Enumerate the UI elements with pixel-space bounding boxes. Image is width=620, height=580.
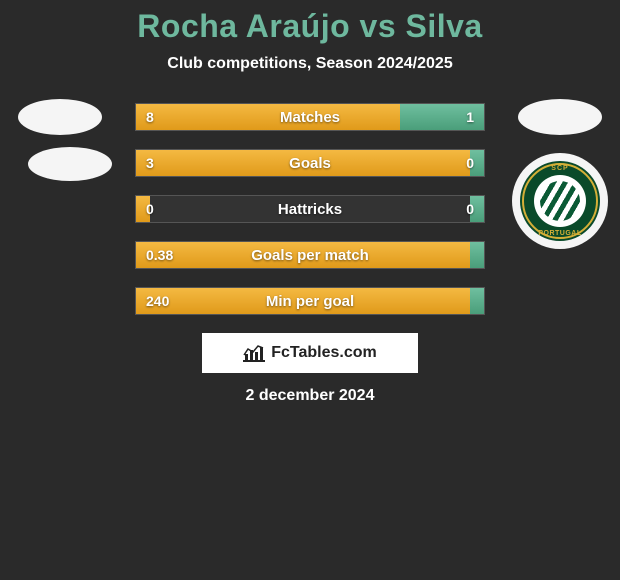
value-left: 240 xyxy=(146,293,169,309)
subtitle: Club competitions, Season 2024/2025 xyxy=(0,55,620,73)
value-right: 0 xyxy=(466,201,474,217)
stat-bar: 3 0 Goals xyxy=(135,149,485,177)
stat-label: Goals per match xyxy=(251,247,369,264)
stat-row: 240 Min per goal xyxy=(0,287,620,315)
value-right: 0 xyxy=(466,155,474,171)
stat-bar: 0 0 Hattricks xyxy=(135,195,485,223)
stat-label: Hattricks xyxy=(278,201,342,218)
fill-right xyxy=(470,288,484,314)
stat-bar: 240 Min per goal xyxy=(135,287,485,315)
stat-row: 0 0 Hattricks xyxy=(0,195,620,223)
stat-row: 0.38 Goals per match xyxy=(0,241,620,269)
stat-row: 8 1 Matches xyxy=(0,103,620,131)
stat-label: Goals xyxy=(289,155,331,172)
brand-box[interactable]: FcTables.com xyxy=(202,333,418,373)
date-label: 2 december 2024 xyxy=(0,387,620,405)
stat-row: 3 0 Goals xyxy=(0,149,620,177)
value-left: 8 xyxy=(146,109,154,125)
stat-label: Min per goal xyxy=(266,293,354,310)
comparison-rows: SCP PORTUGAL 81Matches30Goals00Hattricks… xyxy=(0,103,620,315)
value-left: 3 xyxy=(146,155,154,171)
stat-label: Matches xyxy=(280,109,340,126)
chart-icon xyxy=(243,344,265,362)
value-right: 1 xyxy=(466,109,474,125)
page-title: Rocha Araújo vs Silva xyxy=(0,8,620,45)
stat-bar: 0.38 Goals per match xyxy=(135,241,485,269)
value-left: 0.38 xyxy=(146,247,173,263)
fill-right xyxy=(470,242,484,268)
crest-bottom-text: PORTUGAL xyxy=(538,230,581,237)
value-left: 0 xyxy=(146,201,154,217)
fill-left xyxy=(136,104,400,130)
stat-bar: 8 1 Matches xyxy=(135,103,485,131)
brand-text: FcTables.com xyxy=(271,344,377,362)
